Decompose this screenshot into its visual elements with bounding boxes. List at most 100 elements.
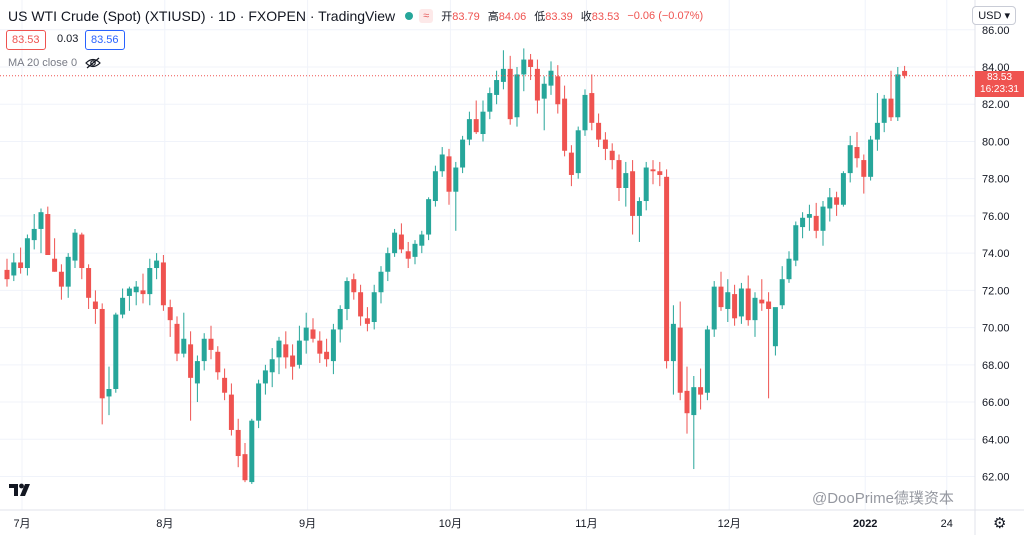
candle[interactable] (711, 281, 717, 337)
candle[interactable] (480, 100, 486, 142)
candle[interactable] (4, 258, 10, 287)
candle[interactable] (235, 418, 241, 468)
candle[interactable] (868, 135, 874, 181)
candle[interactable] (772, 307, 778, 356)
candle[interactable] (643, 161, 649, 211)
candle[interactable] (691, 375, 697, 470)
candle[interactable] (446, 148, 452, 205)
candle[interactable] (827, 187, 833, 222)
candle[interactable] (684, 366, 690, 434)
candle[interactable] (426, 197, 432, 241)
candle[interactable] (664, 169, 670, 369)
candle[interactable] (698, 368, 704, 410)
candle[interactable] (847, 135, 853, 183)
candle[interactable] (208, 325, 214, 360)
candle[interactable] (575, 126, 581, 179)
candle[interactable] (861, 154, 867, 194)
indicator-legend[interactable]: MA 20 close 0 (8, 57, 101, 69)
candle[interactable] (194, 355, 200, 403)
candle[interactable] (793, 221, 799, 267)
candle[interactable] (290, 344, 296, 380)
candle[interactable] (392, 228, 398, 257)
candle[interactable] (256, 379, 262, 429)
candle[interactable] (330, 323, 336, 375)
candle[interactable] (147, 258, 153, 306)
candle[interactable] (262, 364, 268, 395)
eye-hidden-icon[interactable] (85, 57, 101, 69)
candle[interactable] (317, 331, 323, 363)
candle[interactable] (902, 65, 908, 79)
candle[interactable] (507, 55, 513, 125)
candle[interactable] (92, 290, 98, 324)
currency-select[interactable]: USD ▾ (972, 6, 1016, 25)
bid-price-button[interactable]: 83.53 (6, 30, 46, 50)
candle[interactable] (562, 85, 568, 157)
candle[interactable] (657, 161, 663, 187)
candle[interactable] (18, 247, 24, 274)
candle[interactable] (487, 87, 493, 120)
candle[interactable] (473, 100, 479, 135)
candle[interactable] (881, 94, 887, 133)
candle[interactable] (650, 160, 656, 185)
candle[interactable] (364, 307, 370, 332)
candle[interactable] (371, 284, 377, 330)
candle[interactable] (269, 348, 275, 388)
candle[interactable] (602, 132, 608, 161)
candle[interactable] (466, 111, 472, 146)
candle[interactable] (704, 325, 710, 401)
candle[interactable] (11, 253, 17, 282)
candle[interactable] (283, 331, 289, 369)
candle[interactable] (568, 145, 574, 187)
status-badge[interactable]: ≈ (419, 9, 434, 23)
candle[interactable] (276, 336, 282, 375)
candle[interactable] (398, 223, 404, 254)
candle[interactable] (745, 275, 751, 326)
candle[interactable] (609, 143, 615, 170)
candle[interactable] (820, 201, 826, 246)
candle[interactable] (324, 338, 330, 367)
candle[interactable] (215, 346, 221, 380)
candle[interactable] (541, 76, 547, 131)
candle[interactable] (65, 253, 71, 298)
candle[interactable] (303, 312, 309, 354)
candle[interactable] (181, 312, 187, 358)
candle[interactable] (385, 247, 391, 282)
candle[interactable] (113, 312, 119, 393)
candle[interactable] (358, 284, 364, 326)
candle[interactable] (133, 281, 139, 306)
candle[interactable] (140, 273, 146, 304)
candle[interactable] (120, 288, 126, 319)
candle[interactable] (405, 241, 411, 269)
candle[interactable] (670, 305, 676, 395)
candle[interactable] (72, 228, 78, 269)
candle[interactable] (419, 230, 425, 254)
candle[interactable] (582, 89, 588, 136)
candle[interactable] (548, 61, 554, 95)
candle[interactable] (718, 271, 724, 311)
candle[interactable] (494, 70, 500, 105)
candle[interactable] (412, 240, 418, 265)
candle[interactable] (45, 206, 51, 255)
candle[interactable] (188, 331, 194, 421)
candle[interactable] (630, 160, 636, 235)
candle[interactable] (337, 305, 343, 343)
candle[interactable] (160, 255, 166, 311)
symbol-title[interactable]: US WTI Crude (Spot) (XTIUSD) · 1D · FXOP… (8, 8, 396, 24)
candle[interactable] (725, 279, 731, 323)
candle[interactable] (99, 303, 105, 425)
candle[interactable] (534, 59, 540, 114)
candle[interactable] (514, 67, 520, 127)
candle[interactable] (874, 93, 880, 151)
candle[interactable] (31, 214, 37, 250)
candle[interactable] (242, 442, 248, 483)
candle[interactable] (79, 232, 85, 280)
candle[interactable] (86, 264, 92, 309)
tradingview-logo[interactable] (8, 479, 36, 503)
candle[interactable] (249, 418, 255, 484)
candle[interactable] (752, 292, 758, 337)
candle[interactable] (806, 204, 812, 231)
candle[interactable] (759, 279, 765, 311)
candle[interactable] (636, 197, 642, 242)
candle[interactable] (840, 171, 846, 207)
